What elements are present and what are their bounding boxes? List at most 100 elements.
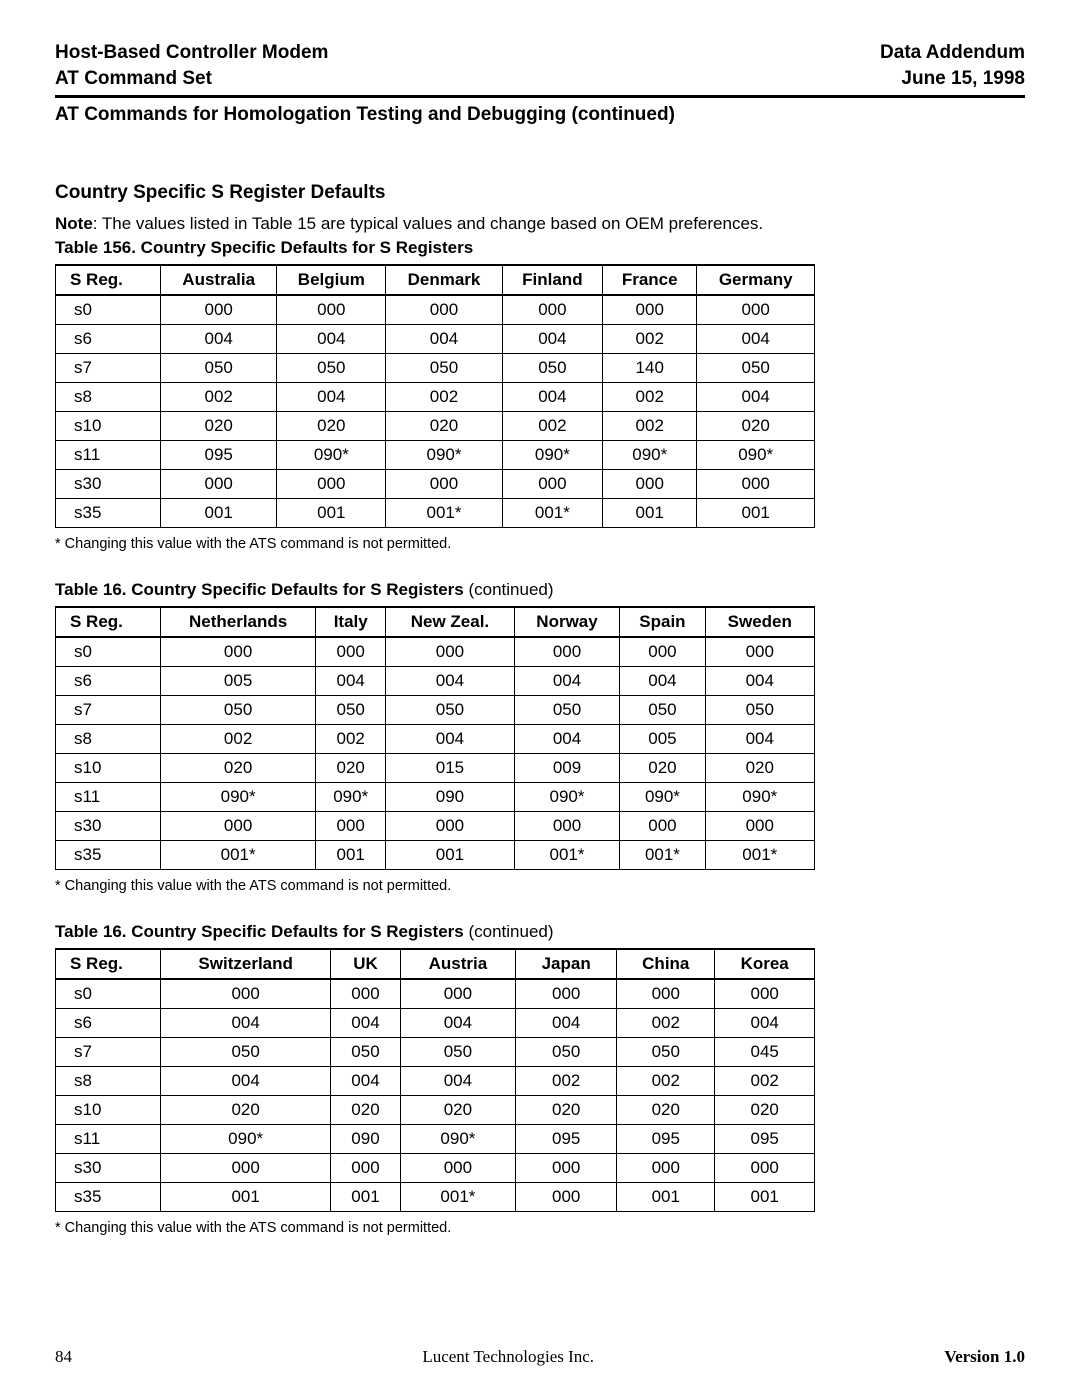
table-cell: 000 <box>386 637 515 667</box>
table-cell: 000 <box>316 812 386 841</box>
table-cell: 000 <box>161 470 277 499</box>
table-cell: 000 <box>705 637 814 667</box>
table-cell: 002 <box>617 1009 715 1038</box>
table-row: s30000000000000000000 <box>56 812 815 841</box>
table-cell: 090* <box>502 441 602 470</box>
table-cell: 020 <box>620 754 705 783</box>
table-row: s30000000000000000000 <box>56 470 815 499</box>
table-row: s7050050050050050045 <box>56 1038 815 1067</box>
table-row: s0000000000000000000 <box>56 979 815 1009</box>
header-left-2: AT Command Set <box>55 66 328 92</box>
table-cell: 095 <box>161 441 277 470</box>
table-cell: 050 <box>316 696 386 725</box>
header-left-1: Host-Based Controller Modem <box>55 40 328 66</box>
table-row: s8002002004004005004 <box>56 725 815 754</box>
table-cell: 000 <box>705 812 814 841</box>
table-row: s6004004004004002004 <box>56 1009 815 1038</box>
table-cell: 004 <box>697 325 815 354</box>
note-text: : The values listed in Table 15 are typi… <box>93 214 763 233</box>
table-cell: s10 <box>56 754 161 783</box>
table-cell: s35 <box>56 841 161 870</box>
footer: 84 Lucent Technologies Inc. Version 1.0 <box>55 1347 1025 1367</box>
table-cell: 005 <box>161 667 316 696</box>
note-line: Note: The values listed in Table 15 are … <box>55 214 1025 234</box>
table-cell: 004 <box>331 1009 400 1038</box>
table-cell: 000 <box>603 295 697 325</box>
table-cell: 004 <box>400 1009 515 1038</box>
table-cell: 005 <box>620 725 705 754</box>
table-cell: s35 <box>56 1183 161 1212</box>
table3-head: S Reg.SwitzerlandUKAustriaJapanChinaKore… <box>56 949 815 979</box>
table-cell: 000 <box>386 812 515 841</box>
table-cell: s11 <box>56 1125 161 1154</box>
table-cell: 020 <box>161 412 277 441</box>
table-cell: 095 <box>715 1125 815 1154</box>
table-cell: 000 <box>400 979 515 1009</box>
table-cell: s7 <box>56 696 161 725</box>
table-cell: 001* <box>514 841 620 870</box>
table1-body: s0000000000000000000s6004004004004002004… <box>56 295 815 528</box>
table-cell: 020 <box>161 1096 331 1125</box>
table-cell: s10 <box>56 1096 161 1125</box>
table-cell: 000 <box>516 1183 617 1212</box>
footer-version: Version 1.0 <box>944 1347 1025 1367</box>
table3-block: Table 16. Country Specific Defaults for … <box>55 922 1025 1236</box>
table-cell: 000 <box>277 295 386 325</box>
table-cell: 090* <box>316 783 386 812</box>
table-cell: s6 <box>56 325 161 354</box>
header: Host-Based Controller Modem AT Command S… <box>55 40 1025 91</box>
table2-footnote: * Changing this value with the ATS comma… <box>55 878 1025 894</box>
header-right: Data Addendum June 15, 1998 <box>880 40 1025 91</box>
table-cell: 090* <box>705 783 814 812</box>
table-cell: 004 <box>620 667 705 696</box>
table-cell: 001 <box>697 499 815 528</box>
table3-footnote: * Changing this value with the ATS comma… <box>55 1220 1025 1236</box>
table-cell: 050 <box>400 1038 515 1067</box>
header-right-2: June 15, 1998 <box>880 66 1025 92</box>
table-cell: s6 <box>56 1009 161 1038</box>
table-cell: 001* <box>705 841 814 870</box>
table1-caption: Table 156. Country Specific Defaults for… <box>55 238 1025 258</box>
table-cell: 000 <box>316 637 386 667</box>
table-cell: 002 <box>715 1067 815 1096</box>
table-cell: 020 <box>400 1096 515 1125</box>
table-cell: 020 <box>697 412 815 441</box>
table3-body: s0000000000000000000s6004004004004002004… <box>56 979 815 1212</box>
table-cell: 001 <box>386 841 515 870</box>
table-row: s6005004004004004004 <box>56 667 815 696</box>
table-row: s7050050050050140050 <box>56 354 815 383</box>
table-cell: 000 <box>617 1154 715 1183</box>
table-row: s8004004004002002002 <box>56 1067 815 1096</box>
table-cell: 000 <box>715 979 815 1009</box>
table-header-cell: China <box>617 949 715 979</box>
table-header-cell: Italy <box>316 607 386 637</box>
table-cell: 000 <box>161 1154 331 1183</box>
table-cell: 095 <box>617 1125 715 1154</box>
table-header-cell: S Reg. <box>56 949 161 979</box>
table-cell: 002 <box>603 325 697 354</box>
table-cell: 001* <box>386 499 502 528</box>
table-cell: 090* <box>277 441 386 470</box>
table-cell: 000 <box>516 979 617 1009</box>
table-cell: 000 <box>161 812 316 841</box>
table-cell: 090* <box>161 1125 331 1154</box>
table-cell: 001* <box>400 1183 515 1212</box>
table-header-cell: Australia <box>161 265 277 295</box>
note-label: Note <box>55 214 93 233</box>
table1-footnote: * Changing this value with the ATS comma… <box>55 536 1025 552</box>
table-cell: 020 <box>705 754 814 783</box>
table-row: s35001001001*001*001001 <box>56 499 815 528</box>
table-cell: 002 <box>386 383 502 412</box>
table-cell: s0 <box>56 637 161 667</box>
table-header-row: S Reg.NetherlandsItalyNew Zeal.NorwaySpa… <box>56 607 815 637</box>
table-cell: 001* <box>502 499 602 528</box>
table-cell: 095 <box>516 1125 617 1154</box>
table-cell: 001 <box>161 1183 331 1212</box>
table-cell: s11 <box>56 441 161 470</box>
table3: S Reg.SwitzerlandUKAustriaJapanChinaKore… <box>55 948 815 1212</box>
table-cell: 004 <box>161 325 277 354</box>
table-cell: s30 <box>56 1154 161 1183</box>
table-cell: 090* <box>161 783 316 812</box>
table3-caption: Table 16. Country Specific Defaults for … <box>55 922 1025 942</box>
table-cell: 050 <box>277 354 386 383</box>
